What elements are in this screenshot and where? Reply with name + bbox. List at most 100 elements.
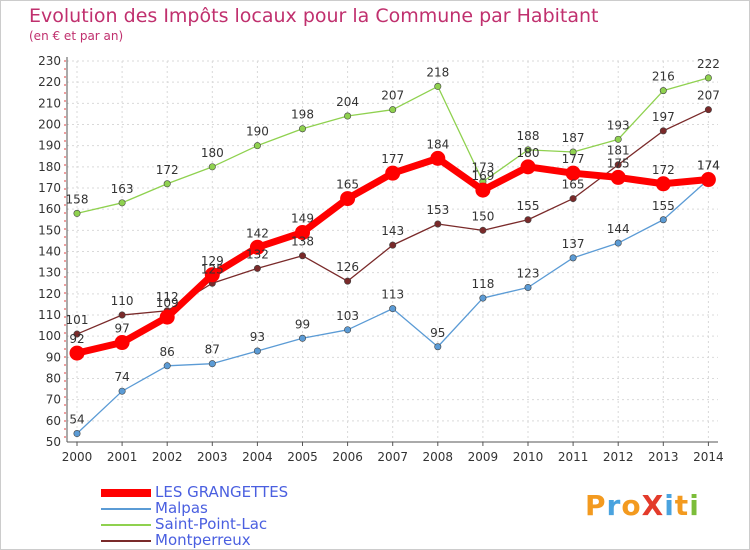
data-label: 218 [426,65,449,79]
data-label: 144 [607,222,630,236]
data-label: 86 [160,345,175,359]
data-label: 204 [336,95,359,109]
data-label: 137 [562,237,585,251]
legend-label: LES GRANGETTES [155,483,289,501]
data-label: 169 [471,169,494,183]
data-label: 142 [246,226,269,240]
y-tick-label: 200 [38,118,61,132]
logo-letter: X [641,489,665,522]
axes: 50 60 70 80 90 100 110 120 130 140 150 160 170 180 190… [38,54,724,464]
data-point [610,169,626,185]
x-tick-label: 2003 [197,450,228,464]
x-tick-label: 2012 [603,450,634,464]
logo-letter: P [585,489,607,522]
data-point [208,163,216,171]
data-label: 198 [291,108,314,122]
data-point [249,239,265,255]
y-tick-label: 130 [38,266,61,280]
data-point [704,106,712,114]
data-label: 207 [381,89,404,103]
data-label: 125 [201,262,224,276]
data-label: 184 [426,137,449,151]
legend-label: Montperreux [155,531,251,549]
logo-letter: i [664,489,675,522]
data-label: 172 [156,163,179,177]
data-point [163,180,171,188]
chart-subtitle: (en € et par an) [29,29,124,43]
data-label: 175 [607,156,630,170]
legend-label: Saint-Point-Lac [155,515,268,533]
data-label: 112 [156,290,179,304]
data-point [475,182,491,198]
data-point [524,283,532,291]
y-tick-label: 190 [38,139,61,153]
data-label: 143 [381,224,404,238]
data-point [118,311,126,319]
data-label: 158 [66,192,89,206]
y-tick-label: 100 [38,329,61,343]
y-tick-label: 50 [46,435,61,449]
data-point [298,252,306,260]
y-tick-label: 140 [38,245,61,259]
data-label: 193 [607,118,630,132]
data-point [434,220,442,228]
data-label: 188 [517,129,540,143]
data-point [73,330,81,338]
data-point [208,360,216,368]
data-label: 216 [652,70,675,84]
data-point [118,199,126,207]
data-point [479,294,487,302]
data-label: 190 [246,125,269,139]
data-point [163,362,171,370]
data-point [118,387,126,395]
data-point [614,161,622,169]
legend-swatch [101,540,151,542]
data-label: 129 [201,254,224,268]
data-label: 95 [430,326,445,340]
data-point [479,226,487,234]
data-point [569,195,577,203]
data-point [700,172,716,188]
legend-swatch [101,508,151,510]
data-point [389,241,397,249]
data-point [253,142,261,150]
y-tick-label: 110 [38,308,61,322]
data-label: 118 [471,277,494,291]
data-label: 92 [69,332,84,346]
data-label: 173 [471,161,494,175]
x-tick-label: 2011 [558,450,589,464]
data-point [340,191,356,207]
data-point [344,112,352,120]
data-point [159,309,175,325]
y-tick-label: 220 [38,75,61,89]
data-point [204,267,220,283]
data-point [569,148,577,156]
data-point [430,150,446,166]
series-lines [69,74,716,438]
x-tick-label: 2010 [513,450,544,464]
data-point [434,343,442,351]
legend-swatch [101,524,151,526]
x-tick-label: 2008 [423,450,454,464]
x-tick-label: 2013 [648,450,679,464]
y-tick-label: 210 [38,96,61,110]
data-point [73,209,81,217]
data-point [114,335,130,351]
x-tick-label: 2014 [693,450,724,464]
data-label: 197 [652,110,675,124]
data-label: 93 [250,330,265,344]
y-tick-label: 120 [38,287,61,301]
data-point [298,125,306,133]
data-label: 165 [336,178,359,192]
y-tick-label: 180 [38,160,61,174]
data-point [253,264,261,272]
data-point [524,146,532,154]
data-label: 177 [381,152,404,166]
y-tick-label: 150 [38,223,61,237]
data-point [520,159,536,175]
data-point [659,216,667,224]
y-tick-label: 70 [46,393,61,407]
logo-letter: i [689,489,700,522]
x-tick-label: 2007 [377,450,408,464]
